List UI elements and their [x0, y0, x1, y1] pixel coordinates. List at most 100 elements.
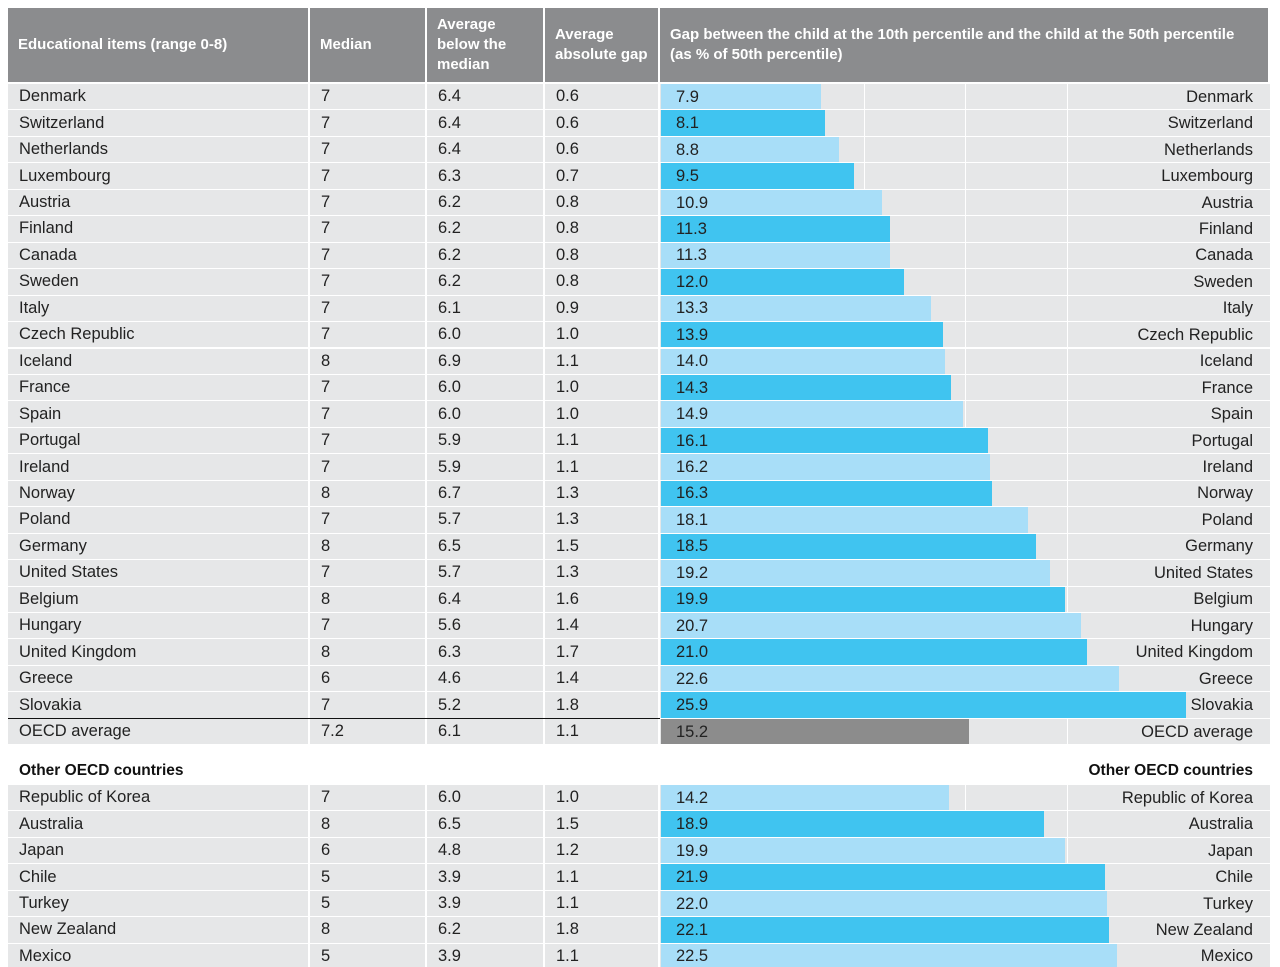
- grid-line: [1066, 136, 1068, 163]
- table-cell: Netherlands: [8, 136, 308, 164]
- bar: [661, 586, 1065, 612]
- bar: [661, 136, 840, 163]
- table-cell: Greece: [8, 665, 308, 693]
- table-cell: 5.6: [427, 613, 543, 640]
- bar-value: 16.3: [676, 484, 709, 503]
- bar-value: 22.1: [676, 920, 709, 939]
- grid-line: [1066, 84, 1068, 110]
- table-cell: 7: [310, 295, 425, 323]
- row-label-right: Mexico: [1200, 947, 1253, 966]
- table-cell: 5.9: [427, 454, 543, 481]
- bar-value: 16.1: [676, 431, 709, 450]
- bar-value: 14.9: [676, 405, 709, 424]
- table-cell: Germany: [8, 533, 308, 561]
- grid-line: [863, 136, 865, 163]
- grid-line: [1066, 454, 1068, 480]
- grid-line: [1066, 533, 1068, 560]
- grid-line: [965, 322, 967, 348]
- row-label-right: OECD average: [1141, 722, 1253, 741]
- table-cell: Republic of Korea: [8, 785, 308, 812]
- header-cell: Median: [310, 8, 425, 82]
- divider: [8, 718, 660, 720]
- table-cell: 7: [310, 84, 425, 111]
- table-cell: 4.8: [427, 837, 543, 865]
- row-label-right: Finland: [1198, 219, 1253, 238]
- row-label-right: Portugal: [1191, 431, 1253, 450]
- table-cell: 6.2: [427, 216, 543, 243]
- bar-value: 13.9: [676, 325, 709, 344]
- table-cell: 7: [310, 560, 425, 587]
- table-cell: 8: [310, 533, 425, 561]
- table-cell: Czech Republic: [8, 322, 308, 349]
- header-cell: Average below the median: [427, 8, 543, 82]
- bar: [661, 216, 891, 242]
- grid-line: [965, 295, 967, 322]
- table-cell: 5: [310, 864, 425, 891]
- table-cell: 7: [310, 269, 425, 296]
- table-cell: 1.1: [545, 348, 658, 375]
- table-cell: 0.7: [545, 163, 658, 190]
- grid-line: [1066, 427, 1068, 454]
- table-cell: France: [8, 374, 308, 402]
- table-cell: Sweden: [8, 269, 308, 296]
- grid-line: [965, 216, 967, 242]
- table-cell: 8: [310, 917, 425, 944]
- bar: [661, 890, 1108, 917]
- table-cell: Italy: [8, 295, 308, 323]
- bar: [661, 189, 883, 216]
- row-label-right: New Zealand: [1155, 920, 1253, 939]
- bar: [661, 692, 1187, 718]
- table-cell: 0.9: [545, 295, 658, 323]
- bar-value: 7.9: [676, 87, 699, 106]
- table-cell: 1.7: [545, 639, 658, 666]
- header-cell: Average absolute gap: [545, 8, 658, 82]
- table-cell: Mexico: [8, 943, 308, 967]
- bar-value: 22.0: [676, 894, 709, 913]
- table-cell: 0.6: [545, 110, 658, 137]
- table-cell: 1.0: [545, 374, 658, 402]
- table-cell: 6.2: [427, 917, 543, 944]
- grid-line: [1066, 480, 1068, 507]
- grid-line: [1066, 189, 1068, 216]
- row-label-right: Australia: [1188, 815, 1253, 834]
- bar: [661, 864, 1106, 890]
- bar: [661, 110, 826, 136]
- bar: [661, 560, 1051, 586]
- bar-value: 21.9: [676, 868, 709, 887]
- bar-value: 8.8: [676, 140, 699, 159]
- table-cell: 7: [310, 110, 425, 137]
- table-cell: 0.6: [545, 136, 658, 164]
- table-cell: 6.0: [427, 401, 543, 428]
- bar-value: 14.2: [676, 788, 709, 807]
- table-cell: Ireland: [8, 454, 308, 481]
- table-cell: Portugal: [8, 427, 308, 455]
- bar: [661, 84, 822, 110]
- table-cell: 3.9: [427, 890, 543, 918]
- table-cell: 7: [310, 322, 425, 349]
- grid-line: [965, 348, 967, 374]
- grid-line: [965, 110, 967, 136]
- grid-line: [1066, 811, 1068, 837]
- bar: [661, 348, 945, 374]
- table-cell: New Zealand: [8, 917, 308, 944]
- bar-value: 15.2: [676, 722, 709, 741]
- bar: [661, 427, 988, 454]
- table-cell: 1.1: [545, 454, 658, 481]
- bar: [661, 943, 1118, 967]
- bar-value: 22.5: [676, 947, 709, 966]
- table-cell: 8: [310, 586, 425, 613]
- bar: [661, 507, 1029, 533]
- bar: [661, 322, 943, 348]
- grid-line: [1066, 295, 1068, 322]
- row-label-right: Iceland: [1199, 352, 1253, 371]
- table-cell: 6.0: [427, 785, 543, 812]
- table-cell: 1.8: [545, 692, 658, 719]
- table-cell: 6.2: [427, 269, 543, 296]
- table-cell: 5.7: [427, 507, 543, 534]
- table-cell: 1.1: [545, 890, 658, 918]
- table-cell: 1.0: [545, 322, 658, 349]
- table-cell: 0.8: [545, 216, 658, 243]
- table-cell: 5: [310, 943, 425, 967]
- grid-line: [1066, 163, 1068, 189]
- grid-line: [1066, 837, 1068, 864]
